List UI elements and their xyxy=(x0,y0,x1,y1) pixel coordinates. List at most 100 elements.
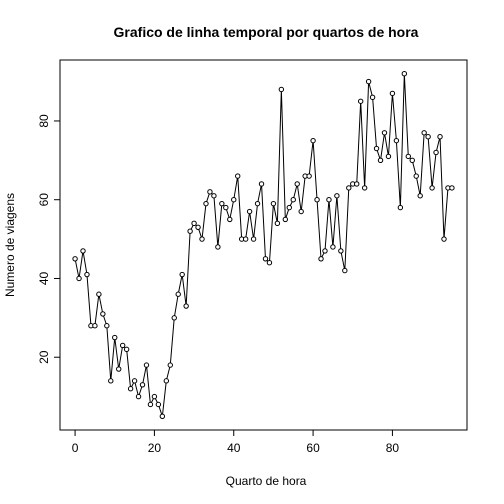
point xyxy=(274,220,281,227)
point xyxy=(322,248,328,254)
point xyxy=(123,346,130,353)
point xyxy=(290,197,296,203)
point xyxy=(278,86,285,93)
point xyxy=(334,193,340,199)
point xyxy=(135,393,142,400)
point xyxy=(108,378,114,384)
point xyxy=(155,401,162,408)
point xyxy=(413,173,419,179)
x-tick-label: 0 xyxy=(72,441,79,455)
point xyxy=(314,197,320,203)
point xyxy=(219,200,225,207)
point xyxy=(354,181,360,187)
plot-box xyxy=(59,59,468,431)
point xyxy=(385,153,392,160)
point xyxy=(449,185,455,191)
point xyxy=(401,71,408,77)
point xyxy=(346,185,352,191)
point xyxy=(179,271,185,278)
point xyxy=(100,311,106,317)
point xyxy=(143,362,150,368)
point xyxy=(421,130,427,136)
point xyxy=(318,256,324,262)
point xyxy=(397,204,404,211)
point xyxy=(163,378,170,384)
point xyxy=(266,260,273,266)
point xyxy=(215,244,221,250)
point xyxy=(417,193,423,199)
point xyxy=(262,256,269,262)
point xyxy=(131,378,138,384)
point xyxy=(227,216,233,223)
point xyxy=(242,236,249,242)
point xyxy=(433,149,439,156)
point xyxy=(365,78,372,85)
point xyxy=(167,362,173,368)
point xyxy=(183,303,189,309)
point xyxy=(211,193,217,199)
point xyxy=(72,256,78,262)
x-tick-label: 60 xyxy=(306,441,320,455)
point xyxy=(282,216,289,223)
point xyxy=(298,208,304,215)
point xyxy=(147,401,154,408)
point xyxy=(393,137,400,144)
point xyxy=(294,181,300,187)
point xyxy=(207,189,213,195)
point xyxy=(195,224,201,230)
point xyxy=(270,200,277,207)
point xyxy=(187,228,193,234)
y-axis-label: Numero de viagens xyxy=(3,193,17,297)
line xyxy=(74,73,452,417)
point xyxy=(175,291,181,297)
y-tick-label: 80 xyxy=(37,114,51,128)
point xyxy=(151,393,158,400)
x-tick-label: 20 xyxy=(148,441,162,455)
point xyxy=(76,275,82,282)
point xyxy=(306,173,312,179)
point xyxy=(286,204,292,211)
point xyxy=(250,236,257,242)
point xyxy=(235,173,241,179)
x-tick-label: 40 xyxy=(227,441,241,455)
point xyxy=(84,271,90,278)
point xyxy=(223,204,229,211)
point xyxy=(203,200,209,207)
point xyxy=(159,413,166,419)
point xyxy=(441,236,447,242)
point xyxy=(116,366,122,372)
y-tick-label: 60 xyxy=(37,193,51,207)
point xyxy=(425,134,431,140)
point xyxy=(104,323,110,329)
point xyxy=(310,137,316,144)
x-axis-label: Quarto de hora xyxy=(226,474,307,488)
point xyxy=(191,220,197,227)
point xyxy=(429,185,435,191)
point xyxy=(258,181,265,187)
point xyxy=(231,197,237,203)
point xyxy=(80,248,86,254)
point xyxy=(127,386,134,392)
point xyxy=(246,208,253,215)
point xyxy=(112,334,118,341)
point xyxy=(405,153,411,160)
point xyxy=(369,94,376,101)
point xyxy=(381,130,388,136)
point xyxy=(199,236,205,242)
point xyxy=(338,248,344,254)
point xyxy=(377,157,384,164)
point xyxy=(342,267,348,274)
point xyxy=(361,185,368,191)
point xyxy=(171,315,177,321)
y-tick-label: 40 xyxy=(37,271,51,285)
point xyxy=(139,382,146,388)
x-tick-label: 80 xyxy=(386,441,400,455)
point xyxy=(119,342,126,349)
point xyxy=(373,145,380,152)
point xyxy=(96,291,102,297)
point xyxy=(357,98,364,104)
chart-title: Grafico de linha temporal por quartos de… xyxy=(114,24,419,40)
y-tick-label: 20 xyxy=(37,350,51,364)
point xyxy=(92,323,98,329)
